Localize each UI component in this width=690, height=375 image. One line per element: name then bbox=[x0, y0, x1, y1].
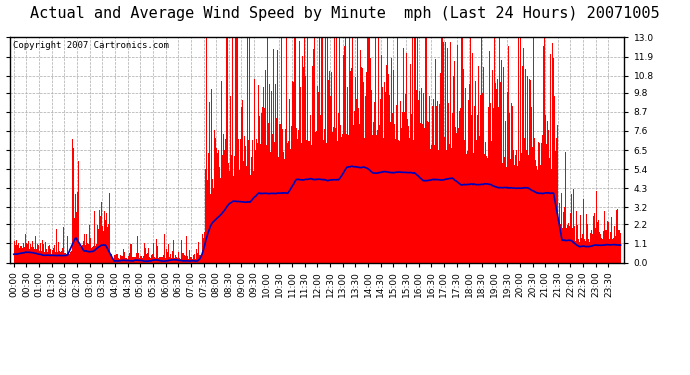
Text: Copyright 2007 Cartronics.com: Copyright 2007 Cartronics.com bbox=[13, 41, 169, 50]
Text: Actual and Average Wind Speed by Minute  mph (Last 24 Hours) 20071005: Actual and Average Wind Speed by Minute … bbox=[30, 6, 660, 21]
